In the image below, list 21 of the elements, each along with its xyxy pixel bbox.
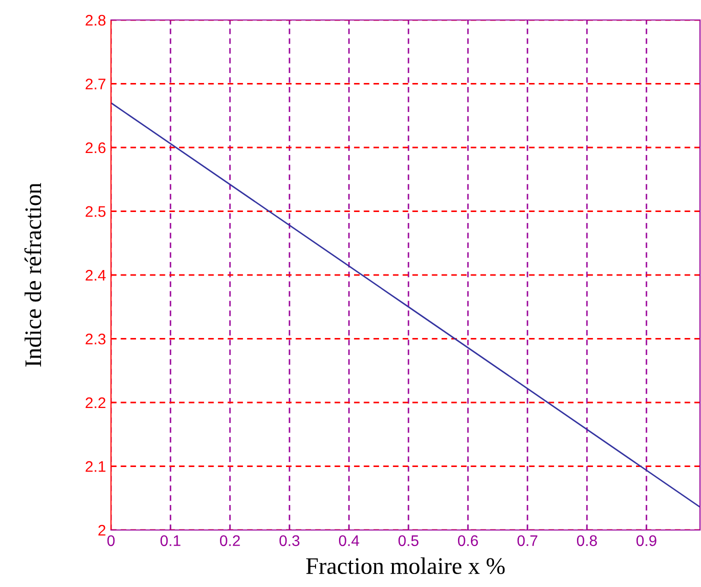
y-tick-label: 2.7 xyxy=(86,78,106,90)
x-tick-label: 0.6 xyxy=(458,535,478,546)
y-axis-title: Indice de réfraction xyxy=(24,182,42,367)
x-tick-label: 0.7 xyxy=(517,535,538,546)
x-axis-title: Fraction molaire x % xyxy=(306,557,505,574)
y-tick-label: 2.6 xyxy=(86,142,106,154)
y-tick-label: 2.2 xyxy=(86,397,106,408)
y-tick-label: 2.8 xyxy=(86,14,106,26)
x-tick-label: 0.2 xyxy=(220,535,240,546)
x-tick-label: 0.1 xyxy=(160,535,180,546)
x-tick-label: 0.8 xyxy=(576,535,597,546)
y-tick-label: 2.4 xyxy=(86,270,106,281)
y-tick-label: 2.5 xyxy=(86,206,106,217)
y-tick-label: 2.1 xyxy=(86,461,106,472)
x-tick-label: 0 xyxy=(107,535,115,546)
y-tick-label: 2 xyxy=(98,524,106,536)
x-tick-label: 0.4 xyxy=(338,535,360,546)
x-tick-label: 0.9 xyxy=(636,535,656,546)
x-tick-label: 0.3 xyxy=(279,535,300,546)
y-tick-label: 2.3 xyxy=(86,334,106,344)
x-tick-label: 0.5 xyxy=(398,535,418,546)
